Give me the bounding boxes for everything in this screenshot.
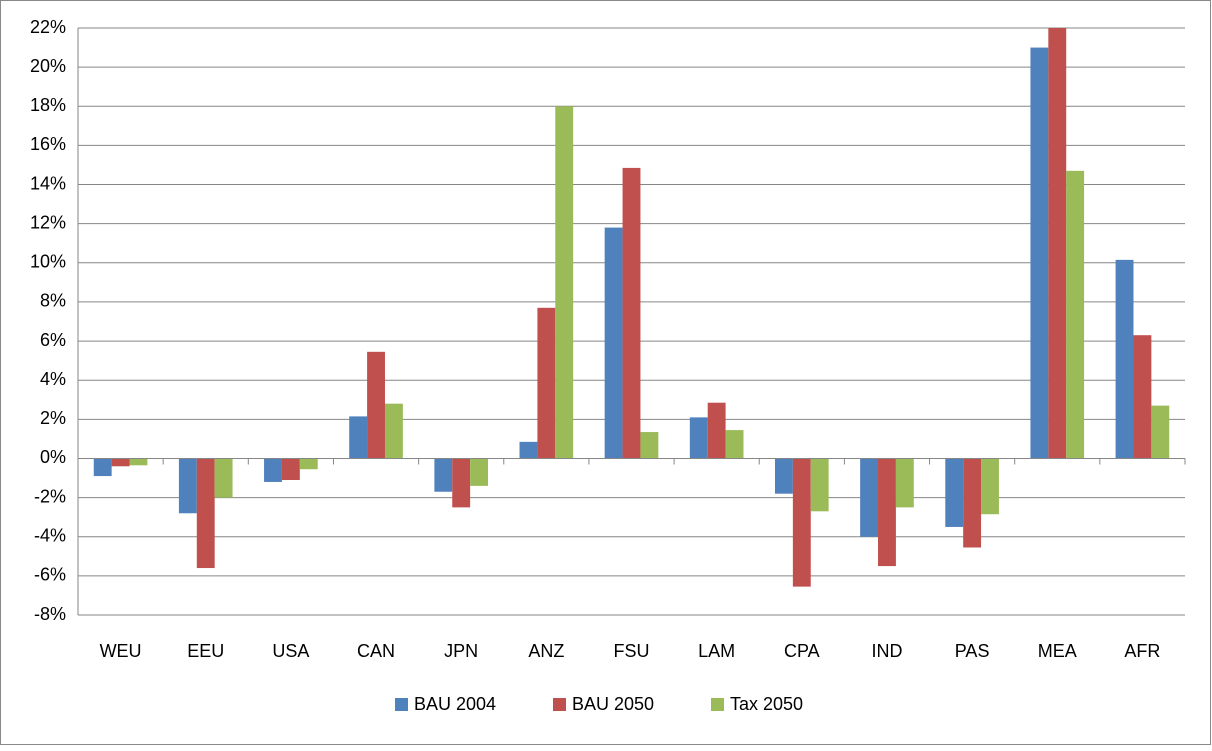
x-tick-label: AFR — [1124, 641, 1160, 661]
legend-swatch — [553, 698, 566, 711]
bar — [178, 458, 197, 514]
y-tick-label: 0% — [40, 447, 66, 467]
y-tick-label: 20% — [30, 56, 66, 76]
bar — [945, 458, 964, 527]
bar — [129, 458, 148, 466]
bar — [264, 458, 282, 482]
x-tick-label: LAM — [698, 641, 735, 661]
y-tick-label: 18% — [30, 95, 66, 115]
bar — [299, 458, 318, 470]
bar — [214, 458, 233, 498]
legend-swatch — [395, 698, 408, 711]
bar — [1151, 405, 1170, 459]
bar — [1133, 335, 1152, 459]
bar — [111, 458, 130, 467]
x-tick-label: FSU — [614, 641, 650, 661]
y-tick-label: 22% — [30, 17, 66, 37]
bar — [895, 458, 914, 508]
x-tick-label: PAS — [955, 641, 990, 661]
bar — [689, 417, 708, 459]
x-tick-label: WEU — [100, 641, 142, 661]
bar — [725, 430, 744, 459]
bar — [1030, 47, 1049, 459]
bar — [281, 458, 300, 480]
bar — [1048, 28, 1067, 459]
legend-label: BAU 2050 — [572, 694, 654, 714]
y-tick-label: -8% — [34, 604, 66, 624]
bar — [537, 307, 556, 459]
bar — [93, 458, 112, 477]
legend-swatch — [711, 698, 724, 711]
bar — [434, 458, 453, 492]
x-tick-label: IND — [871, 641, 902, 661]
x-tick-label: MEA — [1038, 641, 1077, 661]
bar — [707, 402, 726, 459]
legend-label: BAU 2004 — [414, 694, 496, 714]
y-tick-label: 2% — [40, 408, 66, 428]
y-tick-label: -4% — [34, 525, 66, 545]
y-tick-label: 8% — [40, 291, 66, 311]
bar — [349, 416, 368, 459]
bar — [860, 458, 879, 537]
legend-label: Tax 2050 — [730, 694, 803, 714]
bar — [981, 458, 999, 515]
bar — [384, 403, 403, 459]
bar — [555, 106, 574, 459]
y-tick-label: 16% — [30, 134, 66, 154]
x-tick-label: CPA — [784, 641, 820, 661]
bar — [810, 458, 829, 512]
y-tick-label: 14% — [30, 173, 66, 193]
y-tick-label: 6% — [40, 330, 66, 350]
x-tick-label: EEU — [187, 641, 224, 661]
bar — [470, 458, 489, 486]
bar — [367, 351, 385, 459]
bar — [604, 227, 623, 459]
bar — [792, 458, 811, 587]
bar — [452, 458, 471, 508]
x-tick-label: USA — [272, 641, 309, 661]
bar — [519, 441, 538, 459]
y-tick-label: 4% — [40, 369, 66, 389]
bar — [1066, 170, 1085, 459]
bar — [196, 458, 215, 569]
bar — [622, 167, 641, 459]
y-tick-label: -2% — [34, 486, 66, 506]
bar — [878, 458, 896, 567]
bar — [1115, 259, 1134, 459]
bar — [774, 458, 793, 494]
y-tick-label: -6% — [34, 565, 66, 585]
x-tick-label: ANZ — [528, 641, 564, 661]
bar — [640, 432, 659, 459]
x-tick-label: JPN — [444, 641, 478, 661]
y-tick-label: 10% — [30, 252, 66, 272]
bar — [963, 458, 982, 548]
x-tick-label: CAN — [357, 641, 395, 661]
y-tick-label: 12% — [30, 212, 66, 232]
